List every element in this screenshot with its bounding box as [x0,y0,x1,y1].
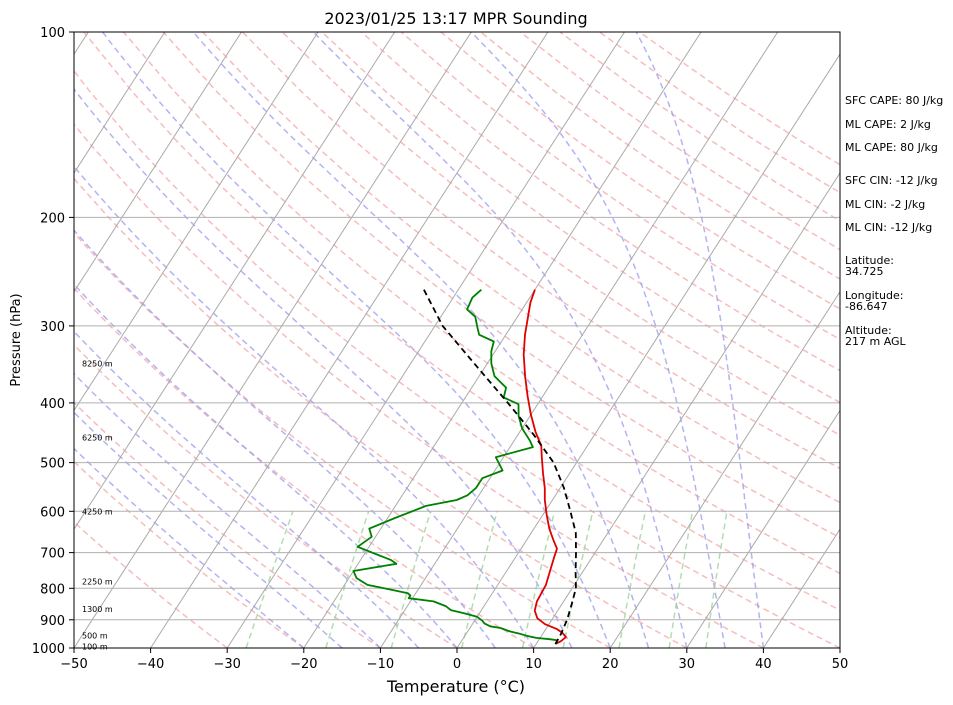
moist-adiabat [74,372,381,648]
y-tick-label: 300 [40,320,65,335]
y-axis-ticks: 100 200 300 400 500 600 700 800 900 1000 [32,26,74,657]
isotherm [762,528,840,648]
x-tick-label: −10 [367,657,394,672]
dry-adiabat [74,460,305,648]
height-label: 500 m [82,632,108,641]
dry-adiabat [480,32,840,280]
dry-adiabat [83,32,840,612]
x-axis-ticks: −50 −40 −30 −20 −10 0 10 20 30 40 50 [60,648,848,672]
height-label: 2250 m [82,578,113,587]
height-label: 1300 m [82,605,113,614]
x-tick-label: 20 [602,657,619,672]
x-tick-label: 10 [525,657,542,672]
sounding-parameter: ML CIN: -12 J/kg [845,221,932,234]
y-tick-label: 500 [40,457,65,472]
x-tick-label: 50 [832,657,849,672]
moist-adiabat [74,283,458,648]
y-tick-label: 800 [40,582,65,597]
isotherm [533,172,840,648]
sounding-parameter: Longitude: [845,289,903,302]
isotherm [686,409,840,648]
sounding-parameter: SFC CAPE: 80 J/kg [845,94,943,107]
sounding-parameters: SFC CAPE: 80 J/kg ML CAPE: 2 J/kg ML CAPE:… [845,94,943,348]
sounding-series [352,289,577,645]
dry-adiabat [281,32,840,436]
sounding-parameter: 34.725 [845,265,884,278]
x-axis-label: Temperature (°C) [386,677,525,696]
dry-adiabat [74,287,534,648]
y-axis-label: Pressure (hPa) [9,293,24,386]
moist-adiabat [470,32,726,648]
x-tick-label: 30 [679,657,696,672]
isotherm [74,32,472,648]
y-tick-label: 900 [40,614,65,629]
parcel-line [423,289,577,645]
y-tick-label: 600 [40,505,65,520]
background-lines [74,32,840,648]
dry-adiabat [122,32,840,575]
height-label: 8250 m [82,359,113,368]
y-tick-label: 1000 [32,642,65,657]
dry-adiabat [440,32,840,310]
chart-title: 2023/01/25 13:17 MPR Sounding [324,9,587,28]
x-tick-label: 40 [755,657,772,672]
dry-adiabat [74,177,688,648]
isotherm [150,32,549,648]
isotherm [456,53,840,648]
sounding-parameter: Altitude: [845,324,892,337]
sounding-parameter: SFC CIN: -12 J/kg [845,174,938,187]
x-tick-label: −20 [290,657,317,672]
sounding-parameter: ML CIN: -2 J/kg [845,198,925,211]
isotherm [303,32,702,648]
moist-adiabat [74,411,343,648]
temperature-line [522,289,567,645]
sounding-parameter: Latitude: [845,254,894,267]
dry-adiabat [74,123,764,648]
moist-adiabat [74,330,420,648]
y-tick-label: 400 [40,397,65,412]
isotherm [609,290,840,648]
isotherm [379,32,779,648]
x-tick-label: −30 [213,657,240,672]
height-labels: 8250 m 6250 m 4250 m 2250 m 1300 m 500 m 100 m [82,359,113,651]
dry-adiabat [321,32,840,404]
isotherm [74,32,319,412]
dewpoint-line [352,289,558,642]
y-tick-label: 200 [40,211,65,226]
x-tick-label: −40 [137,657,164,672]
x-tick-label: −50 [60,657,87,672]
sounding-parameter: 217 m AGL [845,335,907,348]
height-label: 4250 m [82,507,113,516]
moist-adiabat [74,88,573,648]
isotherm [74,32,242,293]
moist-adiabat [635,32,765,648]
y-tick-label: 100 [40,26,65,41]
isotherm [226,32,625,648]
dry-adiabat [74,69,840,648]
dry-adiabat [74,521,228,648]
sounding-parameter: ML CAPE: 2 J/kg [845,118,931,131]
moist-adiabat [74,229,496,648]
isotherm [74,32,166,174]
height-label: 100 m [82,643,108,652]
sounding-parameter: ML CAPE: 80 J/kg [845,141,938,154]
y-tick-label: 700 [40,547,65,562]
dry-adiabat [202,32,840,504]
isotherm [74,32,396,531]
height-label: 6250 m [82,433,113,442]
moist-adiabat [192,32,650,648]
sounding-parameter: -86.647 [845,300,887,313]
x-tick-label: 0 [453,657,461,672]
